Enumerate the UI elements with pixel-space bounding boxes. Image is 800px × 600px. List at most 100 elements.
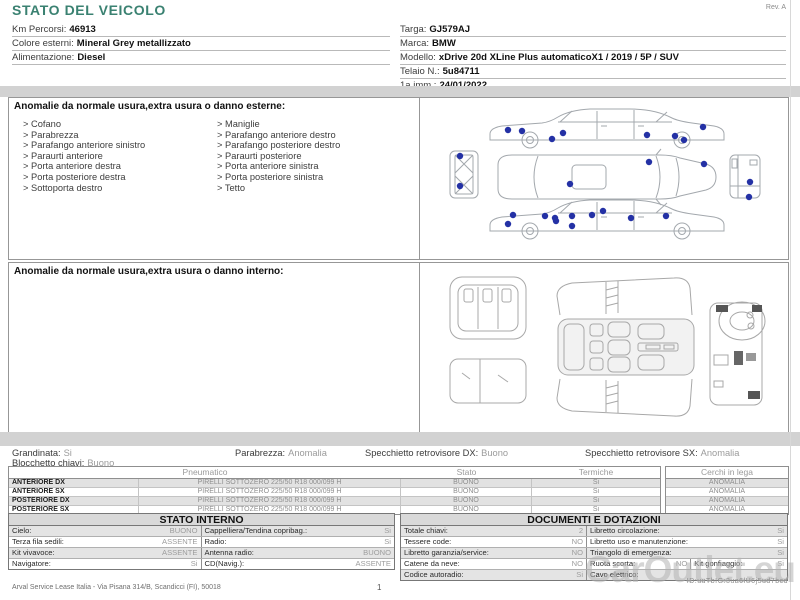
field-label: Km Percorsi: — [12, 24, 67, 35]
internal-anomalies-title: Anomalie da normale usura,extra usura o … — [14, 266, 284, 277]
field-label: Catene da neve: — [404, 559, 460, 568]
cond-specchietto-dx: Specchietto retrovisore DX: Buono — [365, 448, 508, 458]
tire-stato: BUONO — [401, 488, 532, 496]
field-value: ASSENTE — [162, 537, 198, 546]
table-row: Codice autoradio: Si Cavo elettrico: — [401, 570, 787, 580]
cerchi-value: ANOMALIA — [666, 497, 788, 506]
anomaly-item: > Paraurti anteriore — [23, 150, 103, 161]
cerchi-table: Cerchi in lega ANOMALIA ANOMALIA ANOMALI… — [665, 466, 789, 515]
field-value: Anomalia — [288, 448, 327, 458]
table-row: ANTERIORE DX PIRELLI SOTTOZERO 225/50 R1… — [9, 479, 660, 488]
anomaly-item: > Parafango anteriore destro — [217, 129, 336, 140]
table-row: Kit vivavoce: ASSENTE Antenna radio: BUONO — [9, 548, 394, 559]
footer-company-address: Arval Service Lease Italia - Via Pisana … — [12, 584, 221, 591]
anomaly-item: > Porta posteriore destra — [23, 171, 126, 182]
field-label: Specchietto retrovisore SX: — [585, 448, 698, 458]
field-label: Colore esterni: — [12, 38, 74, 49]
field-value: 46913 — [69, 24, 96, 35]
vehicle-info-left: Km Percorsi: 46913 Colore esterni: Mineral… — [12, 23, 390, 65]
field-label: Telaio N.: — [400, 66, 440, 77]
tire-termiche: Si — [592, 497, 600, 504]
table-row: Terza fila sedili: ASSENTE Radio: Si — [9, 537, 394, 548]
field-value: Si — [190, 559, 198, 568]
stato-interno-header: STATO INTERNO — [8, 513, 395, 526]
table-row: POSTERIORE SX PIRELLI SOTTOZERO 225/50 R… — [9, 506, 660, 514]
anomaly-item: > Porta anteriore destra — [23, 161, 121, 172]
tire-spec: PIRELLI SOTTOZERO 225/50 R18 000/099 H — [139, 506, 401, 514]
documenti-table: DOCUMENTI E DOTAZIONI Totale chiavi: 2 Li… — [400, 513, 788, 581]
tire-termiche: Si — [592, 479, 600, 486]
tire-termiche: Si — [592, 506, 600, 513]
tires-table: Pneumatico Stato Termiche ANTERIORE DX P… — [8, 466, 661, 515]
tire-stato: BUONO — [401, 506, 532, 514]
stato-interno-table: STATO INTERNO Cielo: BUONO Cappelliera/Te… — [8, 513, 395, 570]
info-row-alimentazione: Alimentazione: Diesel — [12, 51, 390, 65]
cond-blocchetto-chiavi: Blocchetto chiavi: Buono — [12, 458, 114, 468]
cerchi-value: ANOMALIA — [666, 488, 788, 497]
cond-parabrezza: Parabrezza: Anomalia — [235, 448, 327, 458]
field-value: GJ579AJ — [429, 24, 471, 35]
field-label: Triangolo di emergenza: — [590, 548, 672, 557]
anomaly-item: > Cofano — [23, 119, 61, 129]
field-value: Anomalia — [700, 448, 740, 458]
col-header-cerchi: Cerchi in lega — [666, 467, 788, 479]
watermark-caroutlet: CarOutlet.eu — [584, 549, 796, 590]
field-label: Tessere code: — [404, 537, 452, 546]
tire-termiche: Si — [592, 488, 600, 495]
field-label: Navigatore: — [12, 559, 51, 568]
external-anomalies-panel: Anomalie da normale usura,extra usura o … — [8, 97, 789, 260]
anomaly-item: > Parabrezza — [23, 129, 79, 140]
field-value: Buono — [87, 458, 115, 468]
tires-table-header: Pneumatico Stato Termiche — [9, 467, 660, 479]
table-row: Catene da neve: NO Ruota scorta: NO Kit go… — [401, 559, 787, 570]
field-value: Si — [384, 526, 391, 535]
info-row-marca: Marca: BMW — [400, 37, 786, 51]
field-value: Si — [777, 559, 784, 568]
page-title: STATO DEL VEICOLO — [12, 2, 166, 18]
field-label: Kit vivavoce: — [12, 548, 55, 557]
field-value: Buono — [481, 448, 509, 458]
field-label: 1a imm.: — [400, 80, 436, 91]
field-value: Si — [384, 537, 391, 546]
field-label: Targa: — [400, 24, 427, 35]
tire-position: ANTERIORE SX — [9, 488, 139, 496]
field-value: Diesel — [77, 52, 106, 63]
table-row: Libretto garanzia/service: NO Triangolo d… — [401, 548, 787, 559]
anomaly-item: > Porta posteriore sinistra — [217, 171, 324, 182]
table-row: Cielo: BUONO Cappelliera/Tendina copribag… — [9, 526, 394, 537]
field-value: BMW — [432, 38, 456, 49]
anomaly-item: > Parafango anteriore sinistro — [23, 140, 146, 151]
field-value: Si — [777, 526, 784, 535]
field-value: NO — [675, 559, 688, 568]
anomaly-item: > Maniglie — [217, 119, 260, 129]
tire-spec: PIRELLI SOTTOZERO 225/50 R18 000/099 H — [139, 479, 401, 487]
field-value: Mineral Grey metallizzato — [76, 38, 191, 49]
stato-interno-body: Cielo: BUONO Cappelliera/Tendina copribag… — [8, 526, 395, 570]
documenti-body: Totale chiavi: 2 Libretto circolazione: Si… — [400, 526, 788, 581]
field-label: Codice autoradio: — [404, 570, 464, 579]
field-label: Cappelliera/Tendina copribag.: — [204, 526, 308, 535]
exterior-diagram-pane — [419, 98, 788, 259]
field-label: Ruota scorta: — [590, 559, 636, 568]
separator-band — [0, 86, 800, 97]
tire-spec: PIRELLI SOTTOZERO 225/50 R18 000/099 H — [139, 488, 401, 496]
field-value: NO — [571, 548, 584, 557]
vehicle-info-right: Targa: GJ579AJ Marca: BMW Modello: xDrive 2… — [400, 23, 786, 93]
info-row-modello: Modello: xDrive 20d XLine Plus automatico… — [400, 51, 786, 65]
separator-band — [0, 432, 800, 446]
info-row-colore: Colore esterni: Mineral Grey metallizzato — [12, 37, 390, 51]
anomaly-item: > Sottoporta destro — [23, 182, 103, 193]
field-value: xDrive 20d XLine Plus automaticoX1 / 201… — [438, 52, 679, 63]
exterior-car-diagram — [449, 108, 761, 240]
field-label: CD(Navig.): — [204, 559, 245, 568]
external-anomalies-col1: > Cofano > Parabrezza > Parafango anteri… — [23, 119, 145, 193]
field-label: Marca: — [400, 38, 430, 49]
field-label: Terza fila sedili: — [12, 537, 64, 546]
table-row: POSTERIORE DX PIRELLI SOTTOZERO 225/50 R… — [9, 497, 660, 506]
cerchi-value: ANOMALIA — [666, 479, 788, 488]
tire-stato: BUONO — [401, 497, 532, 505]
field-value: Si — [63, 448, 72, 458]
field-value: Si — [576, 570, 584, 579]
page-edge-line — [790, 0, 791, 600]
